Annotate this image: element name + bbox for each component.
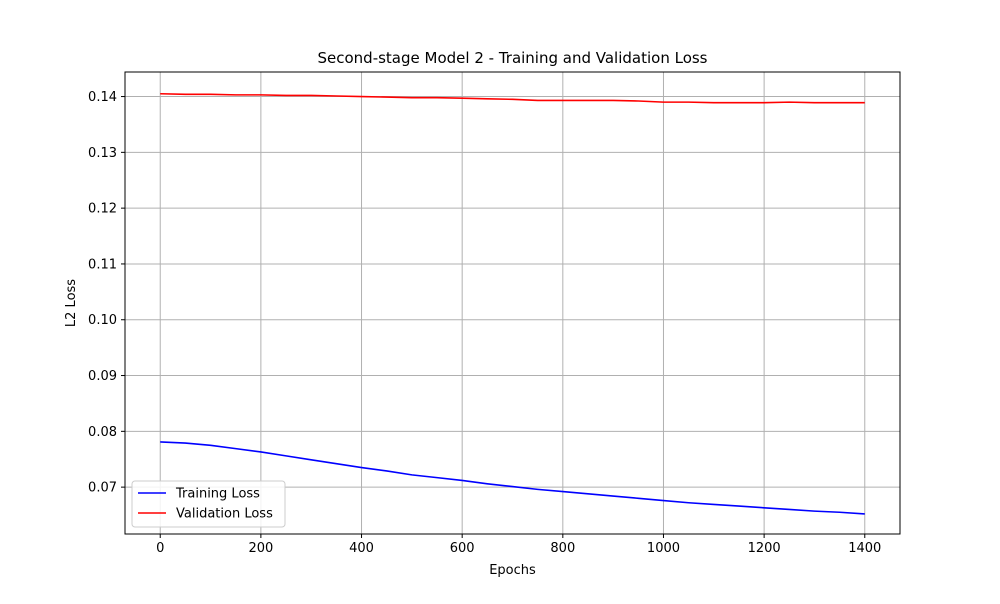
legend-box [131, 480, 286, 528]
validation-loss-line [160, 92, 865, 104]
y-tick-label: 0.08 [88, 425, 117, 440]
axis-ticks: 0 200 400 600 800 1000 1200 1400 0.07 0.08 0.09 0.1… [88, 90, 881, 556]
x-tick-label: 600 [450, 541, 475, 556]
y-tick-label: 0.10 [88, 313, 117, 328]
y-tick-label: 0.09 [88, 369, 117, 384]
x-tick-label: 200 [248, 541, 273, 556]
training-loss-line [160, 441, 865, 515]
y-tick-label: 0.13 [88, 146, 117, 161]
y-tick-label: 0.12 [88, 202, 117, 217]
y-tick-label: 0.14 [88, 90, 117, 105]
legend-label-validation-loss: Validation Loss [176, 507, 273, 522]
y-tick-label: 0.07 [88, 481, 117, 496]
x-tick-label: 400 [349, 541, 374, 556]
x-tick-label: 1400 [848, 541, 881, 556]
y-tick-label: 0.11 [88, 257, 117, 272]
chart-title: Second-stage Model 2 - Training and Vali… [318, 49, 708, 67]
x-tick-label: 800 [550, 541, 575, 556]
x-tick-label: 1200 [748, 541, 781, 556]
x-tick-label: 1000 [647, 541, 680, 556]
legend-label-training-loss: Training Loss [175, 487, 260, 502]
plot-frame [124, 71, 901, 535]
legend: Training Loss Validation Loss [131, 480, 286, 528]
series-lines [160, 92, 865, 515]
x-tick-label: 0 [156, 541, 164, 556]
x-axis-label: Epochs [489, 563, 536, 578]
y-axis-label: L2 Loss [64, 279, 79, 327]
